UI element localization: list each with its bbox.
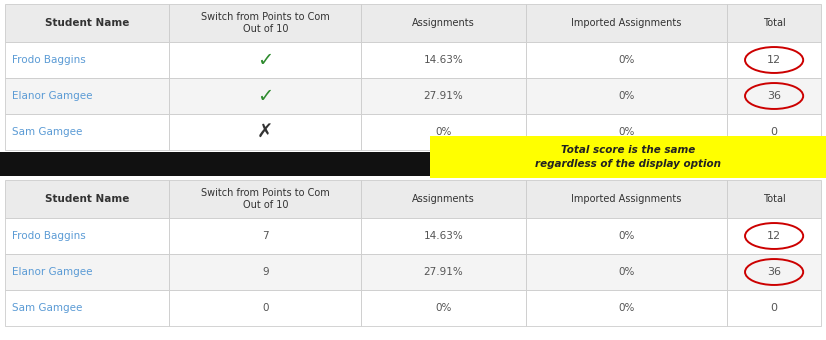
Text: Assignments: Assignments xyxy=(412,194,475,204)
Text: 0%: 0% xyxy=(618,267,634,277)
Bar xyxy=(169,78,362,114)
Bar xyxy=(727,254,821,290)
Bar xyxy=(727,42,821,78)
Text: Assignments: Assignments xyxy=(412,18,475,28)
Text: 0: 0 xyxy=(771,127,777,137)
Text: 36: 36 xyxy=(767,267,781,277)
Bar xyxy=(0,152,826,176)
Text: 0: 0 xyxy=(771,303,777,313)
Text: 9: 9 xyxy=(262,267,268,277)
Bar xyxy=(525,254,727,290)
Bar xyxy=(727,78,821,114)
Bar xyxy=(362,42,525,78)
Bar xyxy=(525,290,727,326)
Bar xyxy=(362,254,525,290)
Text: ✓: ✓ xyxy=(257,51,273,69)
Bar xyxy=(169,114,362,150)
Bar xyxy=(169,42,362,78)
Bar xyxy=(362,114,525,150)
Text: 27.91%: 27.91% xyxy=(424,91,463,101)
Text: 12: 12 xyxy=(767,231,781,241)
Text: Elanor Gamgee: Elanor Gamgee xyxy=(12,267,93,277)
Bar xyxy=(169,290,362,326)
Bar xyxy=(430,136,826,178)
Bar xyxy=(5,4,169,42)
Bar xyxy=(5,218,169,254)
Text: 0: 0 xyxy=(262,303,268,313)
Bar xyxy=(362,4,525,42)
Text: 0%: 0% xyxy=(435,127,452,137)
Text: 27.91%: 27.91% xyxy=(424,267,463,277)
Bar xyxy=(525,114,727,150)
Bar xyxy=(5,254,169,290)
Text: 0%: 0% xyxy=(618,55,634,65)
Bar xyxy=(362,78,525,114)
Bar xyxy=(362,290,525,326)
Bar xyxy=(525,180,727,218)
Text: Total: Total xyxy=(762,194,786,204)
Bar xyxy=(5,290,169,326)
Bar xyxy=(727,180,821,218)
Text: 0%: 0% xyxy=(618,303,634,313)
Bar xyxy=(5,114,169,150)
Bar xyxy=(525,42,727,78)
Text: Student Name: Student Name xyxy=(45,18,129,28)
Text: 0%: 0% xyxy=(618,231,634,241)
Bar xyxy=(525,4,727,42)
Bar xyxy=(169,4,362,42)
Bar xyxy=(727,290,821,326)
Text: Frodo Baggins: Frodo Baggins xyxy=(12,231,86,241)
Text: Student Name: Student Name xyxy=(45,194,129,204)
Bar xyxy=(5,42,169,78)
Text: 0%: 0% xyxy=(618,91,634,101)
Text: 14.63%: 14.63% xyxy=(424,55,463,65)
Text: Switch from Points to Com
Out of 10: Switch from Points to Com Out of 10 xyxy=(201,12,330,34)
Text: Sam Gamgee: Sam Gamgee xyxy=(12,303,83,313)
Text: 0%: 0% xyxy=(618,127,634,137)
Text: Total: Total xyxy=(762,18,786,28)
Text: 12: 12 xyxy=(767,55,781,65)
Text: Switch from Points to Com
Out of 10: Switch from Points to Com Out of 10 xyxy=(201,188,330,210)
Bar xyxy=(362,218,525,254)
Bar xyxy=(727,4,821,42)
Text: Frodo Baggins: Frodo Baggins xyxy=(12,55,86,65)
Bar xyxy=(5,78,169,114)
Bar xyxy=(5,180,169,218)
Bar xyxy=(362,180,525,218)
Bar xyxy=(727,114,821,150)
Text: ✓: ✓ xyxy=(257,86,273,105)
Text: ✗: ✗ xyxy=(257,122,273,141)
Text: Total score is the same
regardless of the display option: Total score is the same regardless of th… xyxy=(535,146,721,169)
Text: 14.63%: 14.63% xyxy=(424,231,463,241)
Text: 0%: 0% xyxy=(435,303,452,313)
Text: Imported Assignments: Imported Assignments xyxy=(572,194,681,204)
Text: Sam Gamgee: Sam Gamgee xyxy=(12,127,83,137)
Text: Imported Assignments: Imported Assignments xyxy=(572,18,681,28)
Bar xyxy=(727,218,821,254)
Bar xyxy=(169,254,362,290)
Text: Elanor Gamgee: Elanor Gamgee xyxy=(12,91,93,101)
Bar xyxy=(525,218,727,254)
Text: 36: 36 xyxy=(767,91,781,101)
Text: 7: 7 xyxy=(262,231,268,241)
Bar xyxy=(525,78,727,114)
Bar xyxy=(169,180,362,218)
Bar xyxy=(169,218,362,254)
